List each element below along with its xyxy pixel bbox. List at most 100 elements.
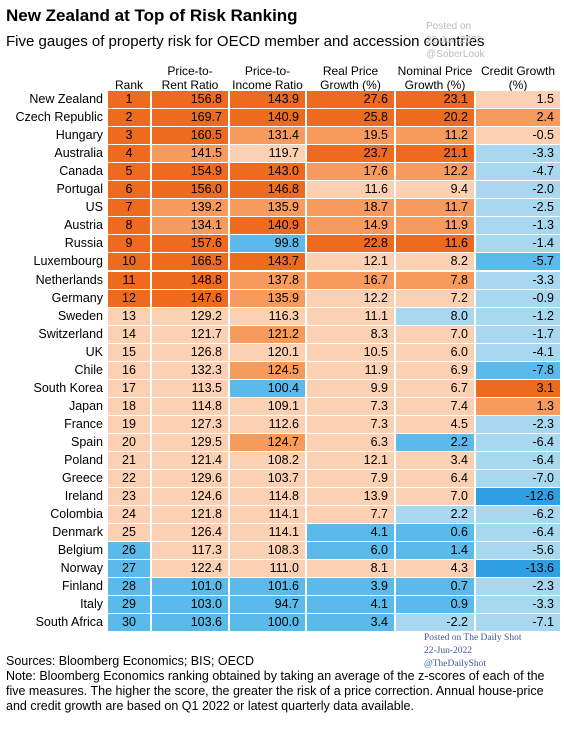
country-label: Netherlands [35, 272, 103, 287]
value-cell: -7.0 [476, 470, 560, 488]
country-label: Spain [71, 434, 103, 449]
column-header: Rank [114, 78, 143, 92]
value-cell: 129.2 [152, 307, 228, 325]
country-label: UK [85, 344, 103, 359]
value-cell: 101.0 [152, 578, 228, 596]
value-cell: 143.7 [230, 253, 305, 271]
country-label: South Korea [33, 380, 104, 395]
value-cell: 103.0 [152, 596, 228, 614]
value-cell: 21.1 [396, 145, 474, 163]
value-cell: -0.9 [476, 289, 560, 307]
value-cell: 148.8 [152, 271, 228, 289]
value-cell: 127.3 [152, 415, 228, 433]
value-cell: 101.6 [230, 578, 305, 596]
rank-cell: 21 [108, 452, 150, 469]
value-cell: 126.4 [152, 524, 228, 542]
value-cell: 11.9 [307, 361, 394, 379]
value-cell: 4.1 [307, 524, 394, 542]
value-cell: 22.8 [307, 235, 394, 253]
value-cell: 6.4 [396, 470, 474, 488]
rank-cell: 8 [108, 217, 150, 235]
value-cell: -0.5 [476, 127, 560, 145]
value-cell: 139.2 [152, 199, 228, 217]
value-cell: 119.7 [230, 145, 305, 163]
column-header: Credit Growth (%) [480, 64, 556, 92]
value-cell: 6.0 [307, 542, 394, 560]
value-cell: 160.5 [152, 127, 228, 145]
value-cell: -5.6 [476, 542, 560, 560]
value-cell: 108.2 [230, 452, 305, 469]
value-cell: 4.5 [396, 415, 474, 433]
rank-cell: 1 [108, 91, 150, 108]
value-cell: 7.4 [396, 397, 474, 415]
value-cell: 7.7 [307, 506, 394, 524]
value-cell: -2.3 [476, 415, 560, 433]
value-cell: 141.5 [152, 145, 228, 163]
rank-cell: 17 [108, 379, 150, 397]
country-label: Australia [54, 146, 103, 161]
country-label: Switzerland [38, 326, 103, 341]
value-cell: 124.6 [152, 488, 228, 506]
country-label: Poland [64, 453, 103, 467]
country-label: Austria [64, 218, 103, 233]
value-cell: 17.6 [307, 163, 394, 181]
value-cell: -7.1 [476, 614, 560, 632]
title: New Zealand at Top of Risk Ranking [6, 6, 298, 25]
value-cell: 2.2 [396, 506, 474, 524]
rank-cell: 7 [108, 199, 150, 217]
country-label: Russia [64, 236, 103, 251]
rank-cell: 12 [108, 289, 150, 307]
value-cell: 103.6 [152, 614, 228, 632]
value-cell: 108.3 [230, 542, 305, 560]
value-cell: 116.3 [230, 307, 305, 325]
value-cell: 124.7 [230, 433, 305, 451]
value-cell: 121.8 [152, 506, 228, 524]
value-cell: 11.2 [396, 127, 474, 145]
value-cell: 117.3 [152, 542, 228, 560]
value-cell: 7.9 [307, 470, 394, 488]
country-label: US [85, 200, 103, 215]
column-header: Real Price Growth (%) [320, 64, 381, 92]
value-cell: 143.0 [230, 163, 305, 181]
value-cell: -1.7 [476, 325, 560, 343]
rank-cell: 5 [108, 163, 150, 181]
value-cell: 122.4 [152, 560, 228, 578]
value-cell: 0.6 [396, 524, 474, 542]
value-cell: 6.9 [396, 361, 474, 379]
value-cell: 19.5 [307, 127, 394, 145]
value-cell: 156.8 [152, 91, 228, 108]
value-cell: 147.6 [152, 289, 228, 307]
value-cell: 12.1 [307, 253, 394, 271]
value-cell: 2.2 [396, 433, 474, 451]
rank-cell: 26 [108, 542, 150, 560]
value-cell: 1.5 [476, 91, 560, 108]
value-cell: -2.5 [476, 199, 560, 217]
value-cell: 120.1 [230, 343, 305, 361]
value-cell: 99.8 [230, 235, 305, 253]
value-cell: 114.8 [230, 488, 305, 506]
value-cell: 132.3 [152, 361, 228, 379]
value-cell: 12.2 [396, 163, 474, 181]
value-cell: 10.5 [307, 343, 394, 361]
value-cell: 94.7 [230, 596, 305, 614]
value-cell: 2.4 [476, 109, 560, 127]
value-cell: 103.7 [230, 470, 305, 488]
country-label: Denmark [52, 525, 103, 540]
note: Note: Bloomberg Economics ranking obtain… [6, 669, 545, 713]
country-label: Ireland [64, 489, 103, 504]
value-cell: -3.3 [476, 271, 560, 289]
value-cell: 3.1 [476, 379, 560, 397]
value-cell: 6.0 [396, 343, 474, 361]
value-cell: 140.9 [230, 109, 305, 127]
value-cell: 6.3 [307, 433, 394, 451]
country-label: Germany [51, 290, 103, 305]
value-cell: 169.7 [152, 109, 228, 127]
value-cell: 100.0 [230, 614, 305, 632]
rank-cell: 10 [108, 253, 150, 271]
value-cell: -5.7 [476, 253, 560, 271]
country-label: Norway [60, 561, 103, 576]
value-cell: -1.4 [476, 235, 560, 253]
value-cell: 114.1 [230, 524, 305, 542]
value-cell: 25.8 [307, 109, 394, 127]
